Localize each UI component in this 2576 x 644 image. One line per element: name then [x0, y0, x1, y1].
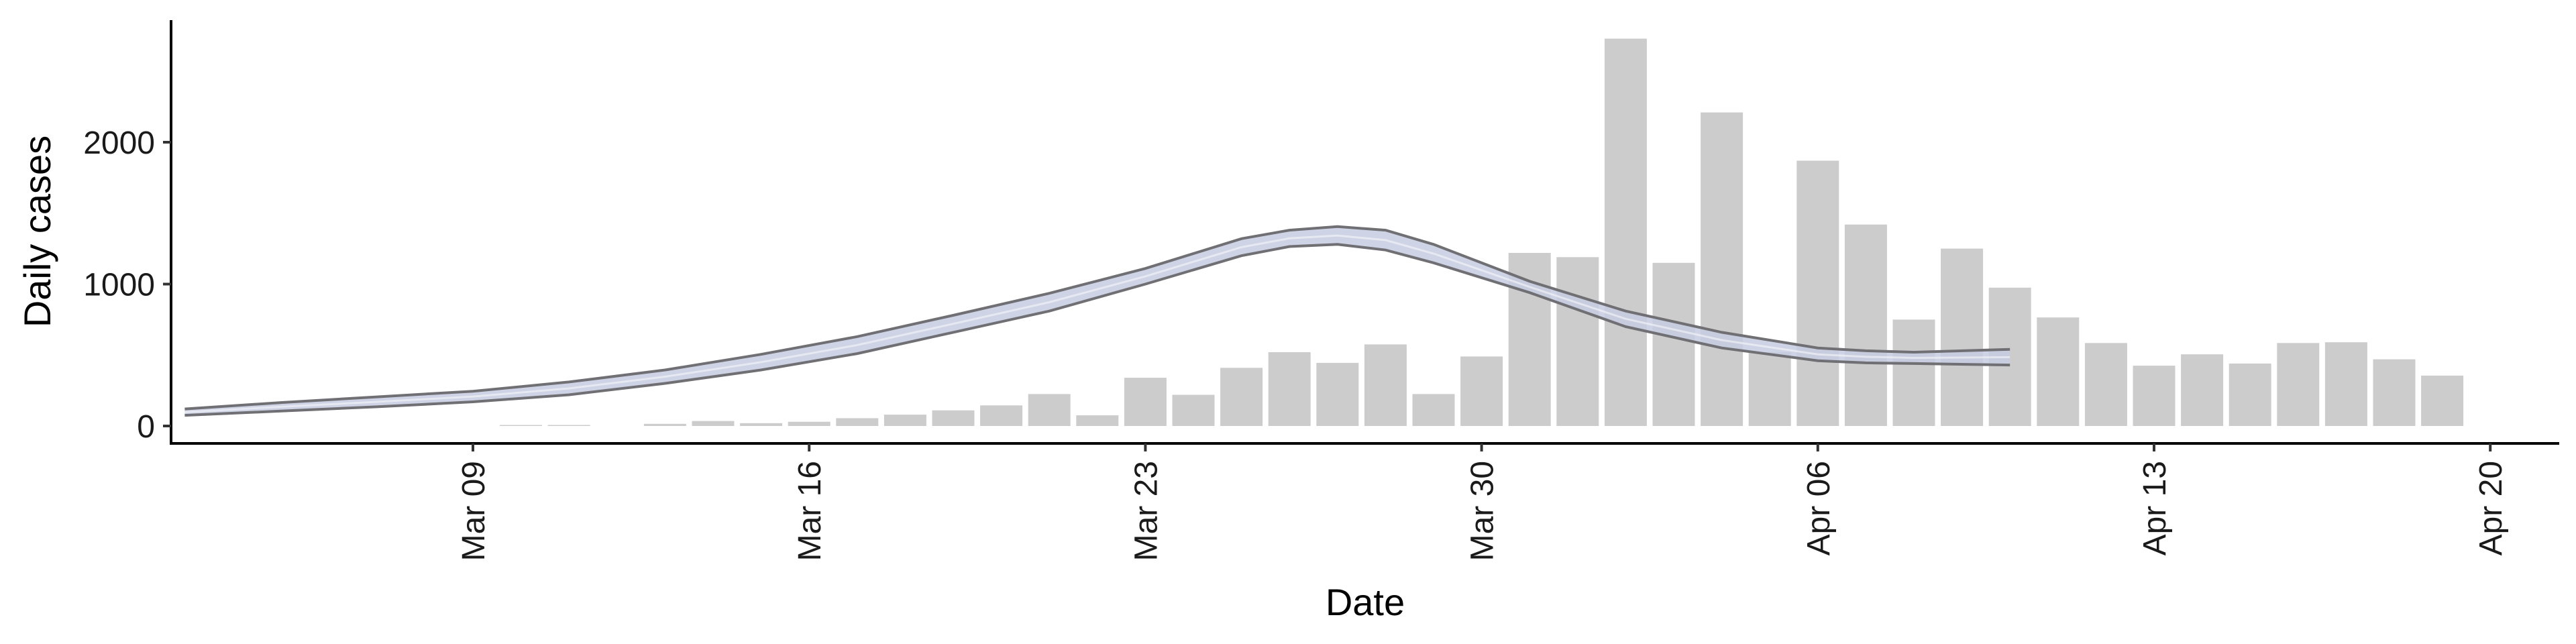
bar-2020-04-04 [1701, 112, 1743, 426]
bar-2020-03-18 [883, 415, 926, 426]
bar-2020-04-18 [2373, 359, 2416, 426]
bar-2020-03-27 [1316, 362, 1359, 426]
bar-2020-03-19 [932, 410, 975, 426]
bar-2020-04-03 [1652, 262, 1695, 426]
bar-2020-03-15 [740, 423, 783, 426]
bar-2020-04-11 [2037, 317, 2080, 426]
bar-2020-03-14 [692, 421, 735, 426]
bar-2020-03-25 [1220, 368, 1263, 426]
bar-2020-03-20 [980, 405, 1023, 426]
y-tick-label-1000: 1000 [83, 268, 155, 303]
x-axis-title: Date [1326, 581, 1405, 623]
bar-2020-03-23 [1124, 378, 1167, 426]
band-lower-line [184, 243, 2010, 417]
bar-2020-03-30 [1460, 356, 1503, 426]
bar-2020-04-02 [1604, 38, 1647, 427]
x-tick-label-2020-04-13: Apr 13 [2137, 461, 2173, 555]
x-tick-label-2020-03-16: Mar 16 [792, 461, 828, 561]
x-tick-label-2020-04-20: Apr 20 [2473, 461, 2509, 555]
model-band [184, 225, 2010, 417]
bar-2020-03-24 [1172, 394, 1215, 426]
bar-2020-03-11 [547, 425, 590, 426]
bar-2020-04-15 [2229, 363, 2271, 426]
y-axis-title: Daily cases [16, 136, 58, 327]
bar-2020-03-13 [643, 423, 686, 426]
band-fill [184, 226, 2010, 416]
x-tick-label-2020-03-30: Mar 30 [1465, 461, 1501, 561]
bar-2020-04-19 [2421, 375, 2464, 426]
bar-2020-03-16 [788, 421, 830, 426]
bar-2020-03-17 [836, 418, 879, 426]
y-tick-label-0: 0 [137, 409, 155, 445]
bar-2020-03-28 [1364, 344, 1407, 426]
bar-2020-03-26 [1268, 352, 1311, 426]
y-tick-label-2000: 2000 [83, 125, 155, 161]
bar-series [500, 38, 2464, 427]
bar-2020-04-06 [1796, 160, 1839, 426]
x-tick-label-2020-04-06: Apr 06 [1801, 461, 1837, 555]
bar-2020-04-16 [2277, 343, 2320, 426]
bar-2020-04-07 [1844, 224, 1887, 426]
y-axis-ticks: 0 1000 2000 [83, 125, 171, 445]
band-upper-line [184, 225, 2010, 411]
bar-2020-04-17 [2324, 342, 2367, 426]
x-tick-label-2020-03-09: Mar 09 [456, 461, 492, 561]
bar-2020-04-14 [2181, 354, 2224, 426]
x-axis-ticks: Mar 09 Mar 16 Mar 23 Mar 30 Apr 06 Apr 13 Apr … [456, 443, 2509, 561]
x-tick-label-2020-03-23: Mar 23 [1128, 461, 1164, 561]
bar-2020-04-01 [1556, 257, 1599, 426]
bar-2020-04-12 [2084, 343, 2127, 426]
bar-2020-03-29 [1412, 394, 1455, 426]
band-median-line [184, 234, 2010, 413]
bar-2020-03-10 [500, 425, 543, 426]
bar-2020-04-09 [1941, 248, 1984, 426]
bar-2020-04-13 [2133, 366, 2176, 426]
bar-2020-04-08 [1892, 319, 1935, 426]
bar-2020-04-05 [1748, 352, 1791, 426]
bar-2020-03-21 [1028, 394, 1071, 426]
bar-2020-03-22 [1076, 415, 1119, 426]
